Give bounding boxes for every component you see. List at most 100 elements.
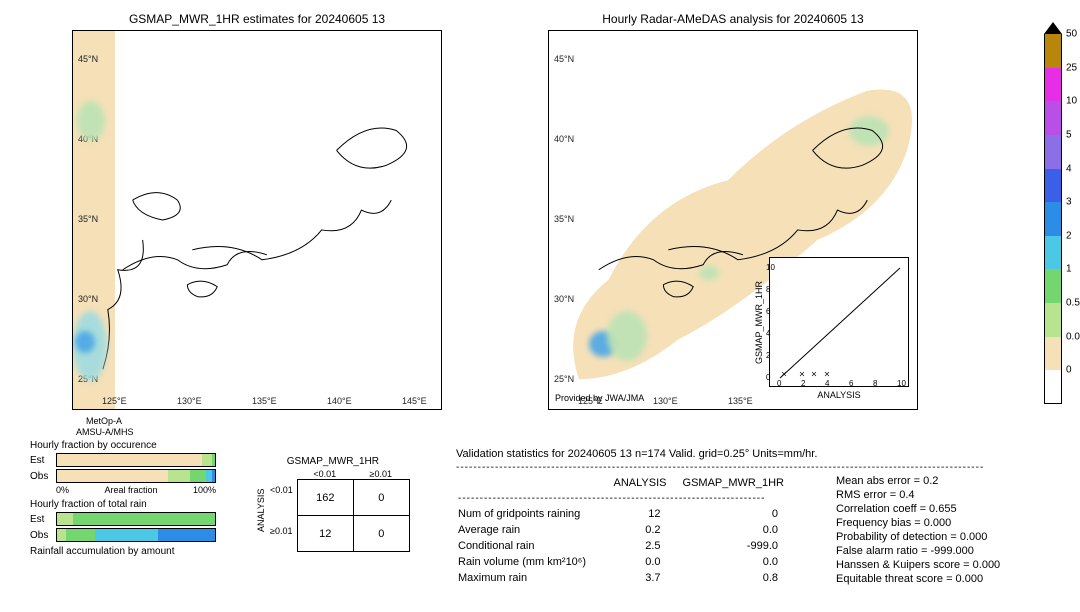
bar-track: [56, 469, 216, 483]
colorbar-seg: [1044, 169, 1062, 203]
bar-seg: [57, 454, 202, 466]
precip-patch: [75, 331, 95, 353]
stats-val-a: 3.7: [611, 572, 676, 586]
bar-label: Est: [30, 514, 56, 525]
stats-metric: Equitable threat score = 0.000: [836, 573, 1000, 587]
inset-xtick: 4: [825, 379, 829, 388]
stats-metric: False alarm ratio = -999.000: [836, 545, 1000, 559]
colorbar-seg: [1044, 303, 1062, 337]
ct-cell: 162: [297, 480, 353, 516]
stats-val-b: 0.8: [679, 572, 794, 586]
precip-patch: [77, 101, 105, 141]
inset-ytick: 2: [766, 351, 770, 360]
colorbar-seg: [1044, 34, 1062, 68]
bar-seg: [95, 529, 158, 541]
stats-metric: RMS error = 0.4: [836, 489, 1000, 503]
map1-lon: 145°E: [402, 396, 427, 406]
bars-occurrence-title: Hourly fraction by occurence: [30, 440, 216, 451]
map1-lon: 125°E: [102, 396, 127, 406]
bar-row-est: Est: [30, 512, 216, 526]
ct-cell: 12: [297, 516, 353, 552]
stats-metric: Mean abs error = 0.2: [836, 475, 1000, 489]
colorbar-tick: 2: [1066, 230, 1072, 241]
bar-seg: [212, 470, 215, 482]
stats-row-label: Average rain: [458, 524, 609, 538]
bar-track: [56, 512, 216, 526]
inset-xtick: 10: [897, 379, 906, 388]
bar-track: [56, 453, 216, 467]
colorbar-seg: [1044, 101, 1062, 135]
map1-lon: 135°E: [252, 396, 277, 406]
colorbar-tick: 0.5: [1066, 298, 1080, 309]
stats-dash1: ----------------------------------------…: [456, 462, 1000, 473]
bar-seg: [73, 513, 215, 525]
colorbar-tick: 50: [1066, 29, 1077, 40]
colorbar-seg: [1044, 269, 1062, 303]
bar-seg: [168, 470, 190, 482]
map1-lat: 30°N: [78, 294, 98, 304]
colorbar-tick: 0: [1066, 365, 1072, 376]
inset-ytick: 0: [766, 373, 770, 382]
map2-title: Hourly Radar-AMeDAS analysis for 2024060…: [548, 12, 918, 26]
stats-panel: Validation statistics for 20240605 13 n=…: [456, 448, 1000, 588]
bar-label: Obs: [30, 530, 56, 541]
bar-seg: [57, 529, 66, 541]
stats-left-table: ANALYSISGSMAP_MWR_1HR-------------------…: [456, 475, 796, 588]
colorbar-tick: 3: [1066, 197, 1072, 208]
bar-seg: [212, 454, 215, 466]
colorbar-seg: [1044, 68, 1062, 102]
colorbar-seg: [1044, 202, 1062, 236]
bar-seg: [158, 529, 215, 541]
ct-row-title: ANALYSIS: [256, 469, 266, 552]
map1-coast: [73, 31, 441, 409]
bar-seg: [202, 454, 211, 466]
bar-seg: [66, 529, 94, 541]
stats-row-label: Maximum rain: [458, 572, 609, 586]
stats-metric: Frequency bias = 0.000: [836, 517, 1000, 531]
map1-lat: 35°N: [78, 214, 98, 224]
inset-ytick: 6: [766, 307, 770, 316]
ct-col-title: GSMAP_MWR_1HR: [256, 456, 410, 467]
bar-track: [56, 528, 216, 542]
map1-title: GSMAP_MWR_1HR estimates for 20240605 13: [72, 12, 442, 26]
sensor-label-1: MetOp-A: [86, 416, 122, 426]
colorbar-seg: [1044, 135, 1062, 169]
inset-scatter: ANALYSIS GSMAP_MWR_1HR 00224466881010: [769, 257, 909, 387]
stats-col1: ANALYSIS: [611, 477, 676, 491]
map2-provider: Provided by JWA/JMA: [555, 393, 644, 403]
contingency-table: GSMAP_MWR_1HR ANALYSIS <0.01 ≥0.01 <0.01…: [256, 456, 410, 552]
colorbar-seg: [1044, 236, 1062, 270]
stats-row-label: Num of gridpoints raining: [458, 508, 609, 522]
stats-col2: GSMAP_MWR_1HR: [679, 477, 794, 491]
map1-panel: [72, 30, 442, 410]
inset-xtick: 2: [801, 379, 805, 388]
colorbar-tick: 1: [1066, 264, 1072, 275]
inset-ytick: 8: [766, 285, 770, 294]
stats-metric: Probability of detection = 0.000: [836, 531, 1000, 545]
bar-label: Est: [30, 455, 56, 466]
ct-body: 1620120: [297, 479, 410, 552]
bar-seg: [190, 470, 206, 482]
inset-xtick: 6: [849, 379, 853, 388]
stats-row-label: Conditional rain: [458, 540, 609, 554]
colorbar-tick: 4: [1066, 163, 1072, 174]
stats-val-a: 2.5: [611, 540, 676, 554]
pct-100: 100%: [193, 485, 216, 495]
bar-row-obs: Obs: [30, 469, 216, 483]
colorbar-tick: 10: [1066, 96, 1077, 107]
ct-row-ge: ≥0.01: [270, 526, 293, 536]
inset-ytick: 4: [766, 329, 770, 338]
stats-val-a: 0.0: [611, 556, 676, 570]
bar-row-est: Est: [30, 453, 216, 467]
stats-val-b: 0.0: [679, 524, 794, 538]
inset-xtick: 0: [777, 379, 781, 388]
bars-accum-title: Rainfall accumulation by amount: [30, 546, 216, 557]
map1-lat: 45°N: [78, 54, 98, 64]
stats-title: Validation statistics for 20240605 13 n=…: [456, 448, 1000, 460]
map1-lon: 140°E: [327, 396, 352, 406]
colorbar-seg: [1044, 370, 1062, 404]
stats-val-b: 0: [679, 508, 794, 522]
inset-ytick: 10: [766, 263, 775, 272]
ct-col-ge: ≥0.01: [353, 469, 409, 479]
stats-val-a: 12: [611, 508, 676, 522]
